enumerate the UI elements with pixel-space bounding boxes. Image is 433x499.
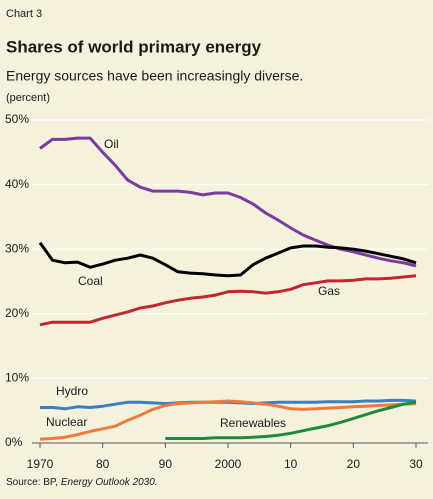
y-tick-label: 40% <box>5 177 29 191</box>
series-line <box>39 136 417 268</box>
y-tick-label: 20% <box>5 306 29 320</box>
y-tick-label: 0% <box>5 435 23 449</box>
chart-subtitle: Energy sources have been increasingly di… <box>6 68 303 84</box>
x-tick-label: 90 <box>159 457 173 471</box>
y-tick-label: 50% <box>5 112 29 126</box>
series-label: Hydro <box>56 384 88 398</box>
y-tick-label: 30% <box>5 241 29 255</box>
chart-title: Shares of world primary energy <box>6 37 262 56</box>
x-tick-label: 80 <box>96 457 110 471</box>
y-axis-label: (percent) <box>6 92 50 104</box>
series-line <box>165 400 417 440</box>
source-text: Source: BP, <box>6 477 59 488</box>
chart-label: Chart 3 <box>6 8 42 20</box>
series-label: Renewables <box>220 416 286 430</box>
series-line <box>38 241 417 278</box>
series-label: Gas <box>318 284 340 298</box>
series-line <box>39 399 417 441</box>
source-text: Energy Outlook 2030. <box>60 477 158 488</box>
series-label: Nuclear <box>46 415 87 429</box>
series-label: Coal <box>78 274 103 288</box>
source: Source: BP, Energy Outlook 2030. <box>6 477 158 488</box>
y-tick-label: 10% <box>5 371 29 385</box>
chart: Chart 3 Shares of world primary energy E… <box>5 8 428 471</box>
series-line <box>39 274 417 327</box>
x-tick-label: 2000 <box>215 457 242 471</box>
x-tick-label: 20 <box>347 457 361 471</box>
x-tick-label: 1970 <box>27 457 54 471</box>
x-tick-label: 30 <box>409 457 423 471</box>
series-label: Oil <box>104 137 119 151</box>
x-tick-label: 10 <box>284 457 298 471</box>
